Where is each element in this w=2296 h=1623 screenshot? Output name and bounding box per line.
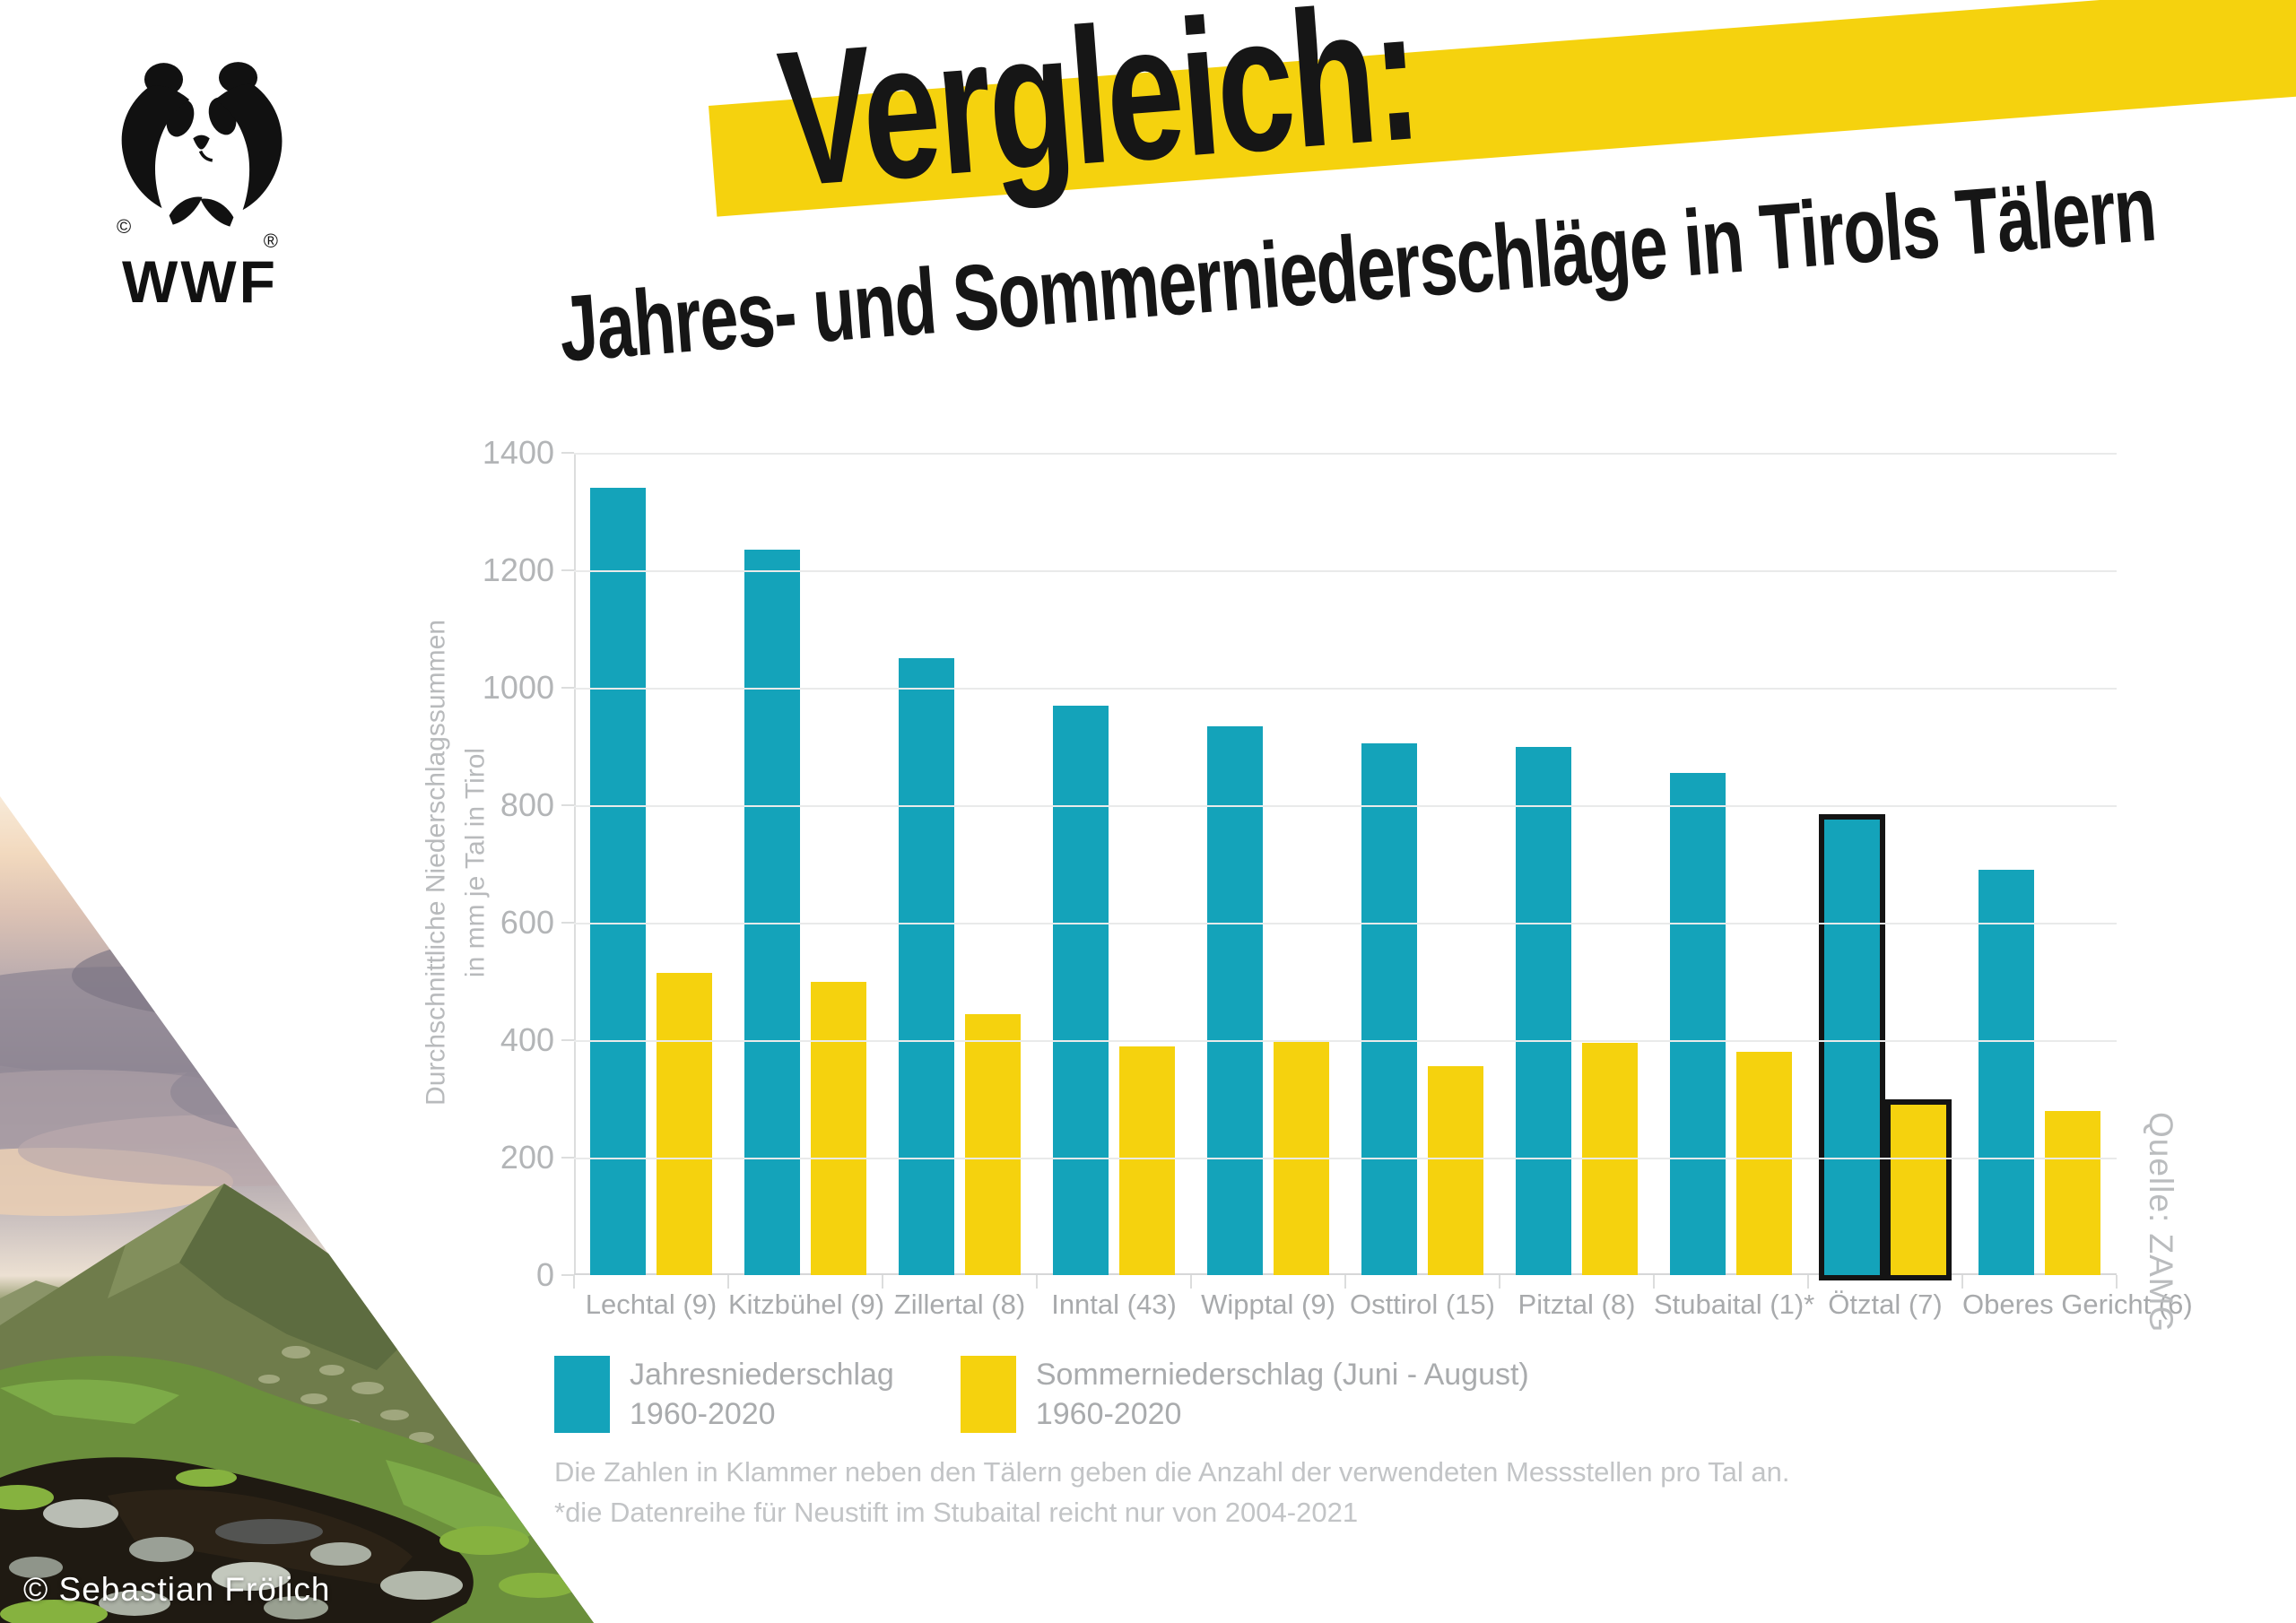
- gridline-600: [574, 923, 2117, 924]
- wwf-logo: © ® WWF: [97, 59, 303, 316]
- bar-group-2: [728, 453, 883, 1275]
- annual-bar-10: [1979, 870, 2034, 1275]
- y-tick-1200: [561, 568, 574, 571]
- plot-area: 1400 1200 1000 800 600 400 200 0: [483, 434, 2118, 1293]
- legend-period-annual: 1960-2020: [630, 1396, 776, 1431]
- x-label-4: Inntal (43): [1051, 1289, 1177, 1320]
- x-boundary-tick-7: [1653, 1275, 1655, 1289]
- x-label-1: Lechtal (9): [585, 1289, 718, 1320]
- bars-layer: [574, 453, 2117, 1280]
- annual-bar-2: [744, 550, 800, 1275]
- x-boundary-tick-3: [1036, 1275, 1038, 1289]
- bar-group-1: [574, 453, 728, 1275]
- x-label-2: Kitzbühel (9): [728, 1289, 885, 1320]
- bar-group-3: [883, 453, 1037, 1275]
- y-tick-label-400: 400: [500, 1021, 554, 1058]
- footnote-line-2: *die Datenreihe für Neustift im Stubaita…: [554, 1496, 1359, 1528]
- gridline-1000: [574, 688, 2117, 690]
- x-boundary-tick-9: [1961, 1275, 1963, 1289]
- x-boundary-tick-1: [727, 1275, 729, 1289]
- y-tick-1000: [561, 686, 574, 689]
- y-tick-label-1000: 1000: [482, 669, 554, 706]
- y-tick-400: [561, 1039, 574, 1041]
- annual-bar-6: [1361, 743, 1417, 1275]
- bar-group-4: [1037, 453, 1191, 1275]
- x-label-7: Pitztal (8): [1518, 1289, 1636, 1320]
- footnotes: Die Zahlen in Klammer neben den Tälern g…: [554, 1453, 1789, 1533]
- page-title: Vergleich:: [772, 0, 1425, 228]
- chart-legend: Jahresniederschlag 1960-2020 Sommerniede…: [554, 1356, 1529, 1434]
- x-boundary-tick-10: [2116, 1275, 2118, 1289]
- y-tick-label-1400: 1400: [482, 434, 554, 471]
- legend-swatch-annual: [554, 1356, 610, 1433]
- bar-group-9: [1808, 453, 1962, 1280]
- x-boundary-tick-8: [1807, 1275, 1809, 1289]
- bar-group-10: [1962, 453, 2117, 1275]
- annual-bar-7: [1516, 746, 1571, 1275]
- y-tick-label-0: 0: [535, 1256, 554, 1293]
- legend-item-summer: Sommerniederschlag (Juni - August) 1960-…: [960, 1356, 1529, 1434]
- y-tick-200: [561, 1157, 574, 1159]
- logo-copyright-mark: ©: [117, 215, 132, 238]
- source-label: Quelle: ZAMG: [2143, 1112, 2179, 1333]
- x-boundary-tick-5: [1344, 1275, 1346, 1289]
- y-axis-line: [574, 453, 576, 1275]
- x-boundary-tick-0: [573, 1275, 575, 1289]
- gridline-800: [574, 805, 2117, 807]
- gridline-400: [574, 1040, 2117, 1042]
- bar-group-7: [1500, 453, 1654, 1275]
- bar-group-6: [1345, 453, 1500, 1275]
- logo-registered-mark: ®: [263, 230, 278, 252]
- x-label-6: Osttirol (15): [1350, 1289, 1495, 1320]
- y-tick-label-200: 200: [500, 1139, 554, 1176]
- bar-group-8: [1654, 453, 1808, 1275]
- x-label-9: Ötztal (7): [1828, 1289, 1943, 1320]
- bar-group-5: [1191, 453, 1345, 1275]
- gridline-1200: [574, 570, 2117, 572]
- wwf-wordmark: WWF: [122, 248, 278, 315]
- legend-item-annual: Jahresniederschlag 1960-2020: [554, 1356, 894, 1434]
- legend-period-summer: 1960-2020: [1035, 1396, 1182, 1431]
- wwf-panda-icon: [121, 62, 282, 227]
- summer-bar-3: [965, 1013, 1021, 1275]
- gridline-1400: [574, 453, 2117, 455]
- y-tick-0: [561, 1274, 574, 1276]
- annual-bar-9: [1819, 814, 1885, 1280]
- x-boundary-tick-4: [1190, 1275, 1192, 1289]
- y-tick-label-600: 600: [500, 904, 554, 941]
- legend-swatch-summer: [960, 1356, 1016, 1433]
- summer-bar-1: [657, 972, 712, 1275]
- annual-bar-8: [1670, 772, 1726, 1275]
- x-label-5: Wipptal (9): [1201, 1289, 1335, 1320]
- y-tick-label-800: 800: [500, 786, 554, 823]
- x-boundary-tick-2: [882, 1275, 883, 1289]
- legend-label-annual: Jahresniederschlag: [630, 1358, 894, 1392]
- summer-bar-10: [2045, 1110, 2100, 1275]
- summer-bar-6: [1428, 1066, 1483, 1275]
- summer-bar-2: [811, 981, 866, 1275]
- y-tick-1400: [561, 452, 574, 454]
- summer-bar-9: [1885, 1099, 1952, 1280]
- x-labels-row: Lechtal (9) Kitzbühel (9) Zillertal (8) Inn…: [574, 1289, 2193, 1321]
- x-label-8: Stubaital (1)*: [1654, 1289, 1815, 1320]
- y-tick-label-1200: 1200: [482, 551, 554, 588]
- y-tick-600: [561, 921, 574, 924]
- annual-bar-1: [590, 488, 646, 1275]
- y-tick-800: [561, 804, 574, 806]
- legend-label-summer: Sommerniederschlag (Juni - August): [1035, 1358, 1529, 1392]
- annual-bar-5: [1207, 725, 1263, 1275]
- x-axis-line: [574, 1273, 2117, 1275]
- annual-bar-3: [899, 658, 954, 1275]
- annual-bar-4: [1053, 705, 1109, 1275]
- gridline-200: [574, 1158, 2117, 1159]
- x-label-10: Oberes Gericht (6): [1962, 1289, 2193, 1320]
- x-boundary-tick-6: [1499, 1275, 1500, 1289]
- footnote-line-1: Die Zahlen in Klammer neben den Tälern g…: [554, 1456, 1790, 1488]
- summer-bar-8: [1736, 1052, 1792, 1275]
- summer-bar-4: [1119, 1046, 1175, 1275]
- photo-credit: © Sebastian Frölich: [23, 1571, 331, 1608]
- x-label-3: Zillertal (8): [893, 1289, 1026, 1320]
